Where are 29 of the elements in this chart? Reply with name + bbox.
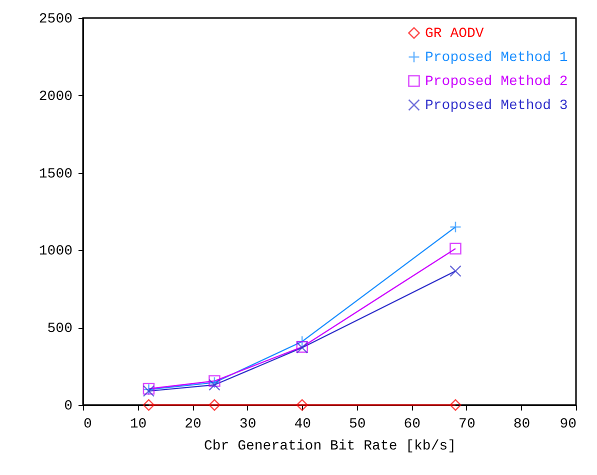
point (208, 378, 220, 391)
y-tick-label: 2000 (38, 88, 72, 105)
y-tick-label: 1000 (38, 244, 72, 260)
x-tick-label: 80 (513, 416, 530, 432)
x-tick-label: 0 (84, 416, 92, 432)
y-tick-label: 2500 (38, 12, 72, 28)
legend-label: Proposed Method 1 (425, 50, 568, 66)
x-tick-label: 90 (560, 416, 576, 432)
point (450, 221, 462, 233)
point (450, 265, 462, 277)
point (208, 399, 220, 411)
point (142, 399, 155, 411)
y-tick-label: 500 (47, 321, 72, 338)
point (450, 242, 462, 255)
y-tick-label: 0 (64, 398, 72, 414)
x-tick-label: 50 (348, 416, 366, 432)
legend-label: Proposed Method 3 (425, 98, 568, 114)
point (450, 399, 462, 411)
x-tick-label: 60 (404, 416, 421, 432)
point (296, 399, 308, 411)
x-tick-label: 10 (130, 416, 147, 432)
x-tick-label: 30 (239, 416, 256, 432)
x-axis-title: Cbr Generation Bit Rate [kb/s] (204, 438, 456, 454)
legend-label: Proposed Method 2 (425, 74, 568, 90)
x-tick-label: 70 (458, 416, 476, 432)
y-tick-label: 1500 (38, 166, 72, 182)
legend-label: GR AODV (425, 26, 484, 42)
x-tick-label: 20 (184, 416, 202, 432)
x-tick-label: 40 (294, 416, 312, 432)
